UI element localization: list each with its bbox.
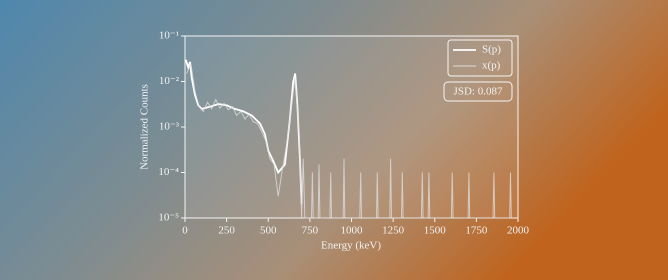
series-line (186, 61, 512, 219)
legend-box (447, 39, 513, 77)
x-axis-label: Energy (keV) (321, 240, 381, 252)
y-tick-label: 10⁻⁵ (158, 212, 179, 224)
annotation-box (443, 81, 513, 102)
y-tick-label: 10⁻² (159, 75, 180, 87)
legend-label: S(p) (482, 44, 501, 56)
plot-frame (184, 35, 519, 219)
y-tick-label: 10⁻¹ (159, 30, 179, 42)
y-tick-label: 10⁻³ (159, 121, 180, 133)
x-tick-label: 750 (302, 225, 319, 237)
x-tick-label: 500 (260, 225, 277, 237)
y-tick-label: 10⁻⁴ (158, 166, 179, 178)
x-tick-label: 1500 (424, 225, 447, 237)
x-tick-label: 250 (218, 225, 235, 237)
x-tick-label: 1250 (382, 225, 405, 237)
legend-label: x(p) (482, 60, 501, 72)
x-tick-label: 1750 (465, 225, 488, 237)
y-axis-label: Normalized Counts (139, 84, 151, 170)
x-tick-label: 1000 (341, 225, 364, 237)
annotation: JSD: 0.087 (454, 86, 503, 98)
x-tick-label: 0 (182, 225, 188, 237)
x-tick-label: 2000 (507, 225, 530, 237)
series-line (184, 59, 303, 205)
